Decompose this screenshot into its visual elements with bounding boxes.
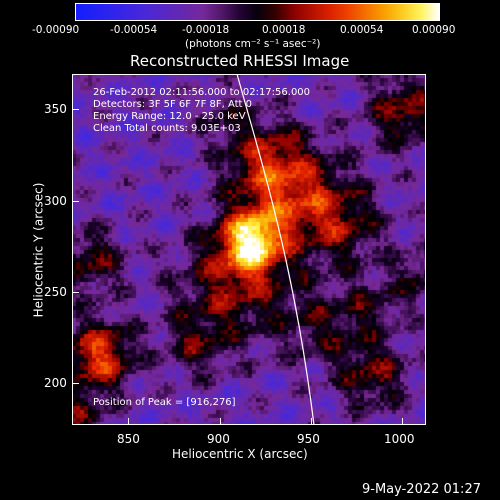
- y-tick-350: [72, 109, 79, 110]
- peak-position-label: Position of Peak = [916,276]: [93, 397, 236, 408]
- y-tick-300: [72, 201, 79, 202]
- colorbar-tick-label-5: 0.00090: [412, 24, 456, 36]
- y-tick-200: [72, 383, 79, 384]
- y-tick-label-250: 250: [44, 285, 67, 299]
- y-axis-title: Heliocentric Y (arcsec): [31, 182, 46, 318]
- rhessi-image-plot: 26-Feb-2012 02:11:56.000 to 02:17:56.000…: [72, 74, 426, 425]
- plot-frame: [72, 74, 426, 425]
- colorbar-units-label: (photons cm⁻² s⁻¹ asec⁻²): [185, 38, 321, 50]
- info-line-date-range: 26-Feb-2012 02:11:56.000 to 02:17:56.000: [93, 87, 311, 98]
- plot-overlay: [72, 74, 426, 425]
- y-tick-250: [72, 292, 79, 293]
- x-tick-label-950: 950: [297, 432, 320, 446]
- y-tick-label-300: 300: [44, 194, 67, 208]
- x-tick-950: [311, 418, 312, 425]
- solar-limb-curve: [236, 74, 315, 425]
- x-tick-850: [128, 418, 129, 425]
- y-tick-label-350: 350: [44, 102, 67, 116]
- x-tick-1000: [402, 418, 403, 425]
- colorbar-tick-label-3: 0.00018: [262, 24, 306, 36]
- x-tick-label-1000: 1000: [384, 432, 415, 446]
- y-tick-label-200: 200: [44, 376, 67, 390]
- colorbar: [75, 3, 440, 21]
- colorbar-tick-label-1: -0.00054: [110, 24, 158, 36]
- flux-heatmap: [72, 74, 426, 425]
- x-axis-title: Heliocentric X (arcsec): [172, 447, 308, 461]
- colorbar-tick-label-0: -0.00090: [32, 24, 80, 36]
- x-tick-label-900: 900: [207, 432, 230, 446]
- x-tick-900: [220, 418, 221, 425]
- colorbar-tick-label-2: -0.00018: [182, 24, 230, 36]
- plot-title: Reconstructed RHESSI Image: [130, 52, 350, 70]
- colorbar-tick-label-4: 0.00054: [340, 24, 384, 36]
- x-tick-label-850: 850: [117, 432, 140, 446]
- info-line-clean-counts: Clean Total counts: 9.03E+03: [93, 123, 241, 134]
- footer-date: 9-May-2022 01:27: [362, 482, 481, 497]
- info-line-energy-range: Energy Range: 12.0 - 25.0 keV: [93, 111, 246, 122]
- info-line-detectors: Detectors: 3F 5F 6F 7F 8F, Att 0: [93, 99, 253, 110]
